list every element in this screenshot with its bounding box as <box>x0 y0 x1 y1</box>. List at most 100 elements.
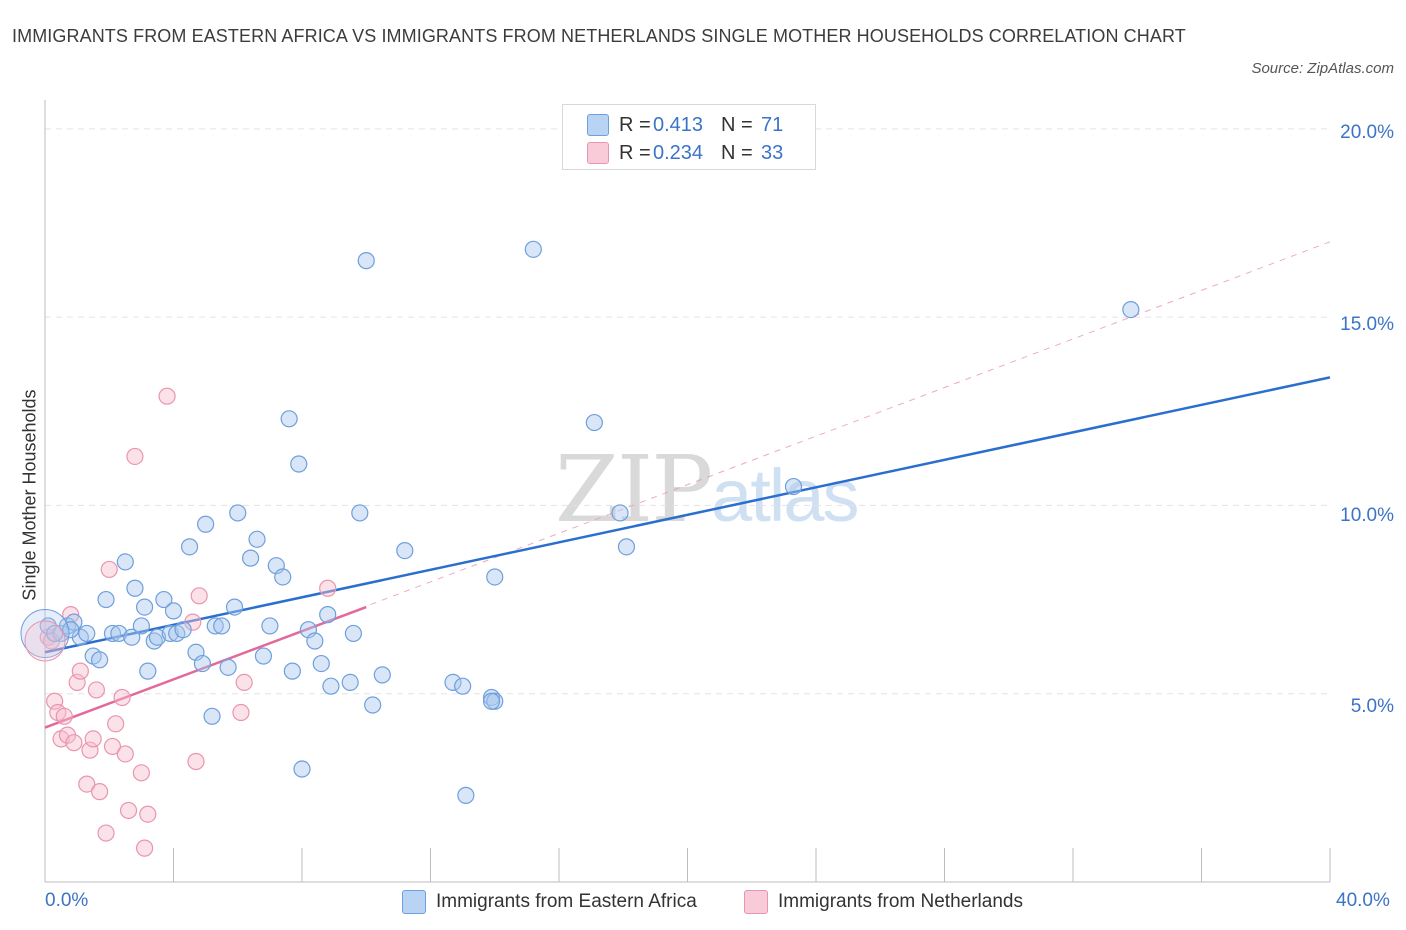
point-eastern-africa <box>164 602 183 620</box>
point-netherlands <box>235 673 253 692</box>
point-eastern-africa <box>213 617 231 635</box>
point-eastern-africa <box>364 696 382 714</box>
source-label: Source: ZipAtlas.com <box>1251 60 1394 77</box>
point-eastern-africa <box>62 621 80 639</box>
point-netherlands <box>68 673 86 692</box>
point-netherlands <box>132 764 150 782</box>
point-netherlands <box>119 801 138 820</box>
point-eastern-africa <box>283 662 301 680</box>
point-eastern-africa <box>206 617 224 635</box>
bottom-legend-label: Immigrants from Eastern Africa <box>436 891 697 912</box>
x-tick-label-max: 40.0% <box>1336 890 1390 911</box>
y-tick-label-10: 10.0% <box>1340 505 1394 526</box>
point-eastern-africa <box>148 628 167 646</box>
point-eastern-africa <box>139 662 157 680</box>
point-netherlands <box>78 775 96 793</box>
point-eastern-africa <box>46 624 64 643</box>
point-netherlands <box>81 741 99 759</box>
point-eastern-africa <box>203 707 221 725</box>
point-netherlands <box>71 662 89 680</box>
point-eastern-africa <box>180 538 199 556</box>
point-netherlands <box>190 587 208 605</box>
point-eastern-africa <box>351 504 369 522</box>
point-eastern-africa <box>396 542 414 560</box>
legend-n-value: 33 <box>761 141 784 164</box>
point-netherlands <box>187 752 205 771</box>
legend-n-label: N = <box>721 141 753 164</box>
point-eastern-africa <box>254 647 273 665</box>
point-netherlands <box>55 707 73 725</box>
point-netherlands <box>24 620 66 662</box>
point-eastern-africa <box>585 413 603 432</box>
point-netherlands <box>232 703 250 722</box>
correlation-legend: R = 0.413 N = 71 R = 0.234 N = 33 <box>562 104 816 170</box>
chart-title: IMMIGRANTS FROM EASTERN AFRICA VS IMMIGR… <box>12 26 1186 46</box>
legend-n-value: 71 <box>761 113 784 136</box>
trend-lines <box>44 241 1331 729</box>
point-eastern-africa <box>242 549 260 567</box>
point-eastern-africa <box>229 504 247 522</box>
point-netherlands <box>107 715 125 733</box>
point-netherlands <box>103 737 122 756</box>
point-eastern-africa <box>1122 300 1140 319</box>
legend-r-label: R = <box>619 113 651 136</box>
trend-line-eastern-africa <box>44 376 1331 654</box>
point-eastern-africa <box>457 786 475 804</box>
point-eastern-africa <box>290 455 308 473</box>
point-eastern-africa <box>193 654 212 673</box>
legend-row-netherlands: R = 0.234 N = 33 <box>587 141 783 165</box>
point-eastern-africa <box>248 530 266 548</box>
point-eastern-africa <box>110 624 128 643</box>
point-eastern-africa <box>225 598 244 616</box>
point-netherlands <box>139 805 157 823</box>
x-tick-label-min: 0.0% <box>45 890 89 911</box>
point-eastern-africa <box>486 568 504 586</box>
point-eastern-africa <box>306 632 324 650</box>
point-eastern-africa <box>97 590 115 609</box>
point-eastern-africa <box>784 477 803 496</box>
point-eastern-africa <box>524 240 542 258</box>
bottom-legend-swatch-pink <box>744 890 768 914</box>
point-netherlands <box>319 579 337 597</box>
bottom-legend-eastern-africa: Immigrants from Eastern Africa <box>402 888 697 916</box>
point-eastern-africa <box>91 651 109 669</box>
point-eastern-africa <box>357 252 375 270</box>
y-axis-label: Single Mother Households <box>19 389 40 601</box>
point-eastern-africa <box>482 692 501 710</box>
point-eastern-africa <box>155 590 173 609</box>
point-netherlands <box>158 387 176 405</box>
point-netherlands <box>135 839 154 857</box>
watermark-zip: ZIP <box>555 436 713 543</box>
legend-r-value: 0.413 <box>653 113 704 136</box>
legend-swatch-blue <box>587 114 609 136</box>
legend-swatch-pink <box>587 142 609 164</box>
legend-row-eastern-africa: R = 0.413 N = 71 <box>587 113 783 137</box>
point-netherlands <box>97 824 115 842</box>
point-netherlands <box>91 783 109 801</box>
point-eastern-africa <box>274 568 292 586</box>
point-netherlands <box>100 560 118 579</box>
point-eastern-africa <box>454 677 472 695</box>
axes <box>44 100 1331 883</box>
point-eastern-africa <box>617 538 636 556</box>
point-eastern-africa <box>319 606 337 624</box>
point-eastern-africa <box>373 666 391 684</box>
legend-r-label: R = <box>619 141 651 164</box>
y-tick-label-5: 5.0% <box>1350 696 1394 717</box>
point-netherlands <box>84 730 102 748</box>
point-netherlands <box>46 692 64 710</box>
point-eastern-africa <box>280 410 298 428</box>
point-eastern-africa <box>293 760 311 778</box>
y-tick-label-20: 20.0% <box>1340 122 1394 143</box>
point-eastern-africa <box>219 658 237 676</box>
point-netherlands <box>65 734 83 752</box>
point-eastern-africa <box>116 553 134 571</box>
point-eastern-africa <box>20 608 70 658</box>
point-eastern-africa <box>103 624 122 643</box>
point-eastern-africa <box>123 628 141 646</box>
point-eastern-africa <box>126 579 144 597</box>
watermark-atlas: atlas <box>711 454 859 537</box>
y-tick-label-15: 15.0% <box>1340 314 1394 335</box>
trend-line-netherlands <box>44 605 367 729</box>
point-netherlands <box>116 745 134 763</box>
